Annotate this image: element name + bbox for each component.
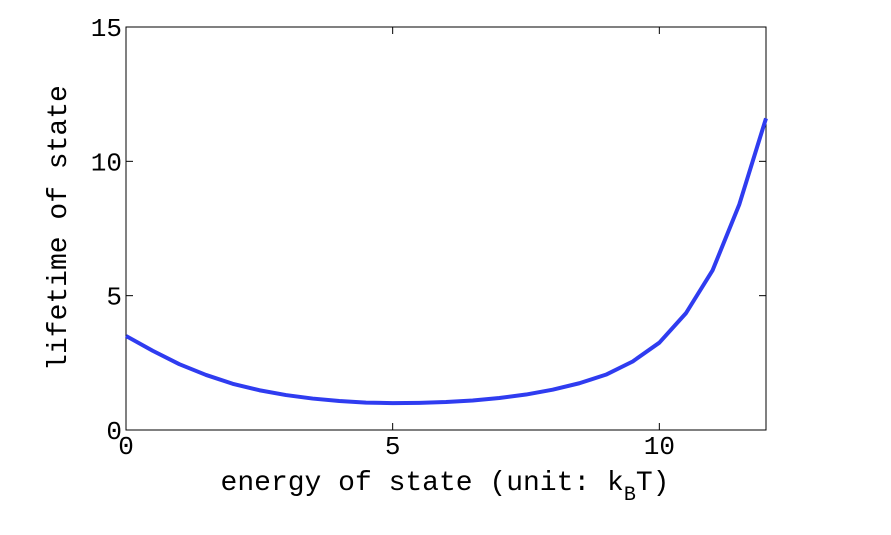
- x-tick-label: 5: [385, 432, 401, 462]
- x-label-part: T): [636, 468, 670, 499]
- x-label-part: energy of state (unit: k: [221, 468, 624, 499]
- y-axis-label: lifetime of state: [44, 85, 75, 371]
- x-tick-label: 0: [118, 432, 134, 462]
- y-tick-label: 0: [106, 417, 122, 447]
- plot-frame: [125, 26, 767, 431]
- x-axis-label: energy of state (unit: kBT): [221, 468, 670, 507]
- data-line: [125, 117, 768, 406]
- x-label-subscript: B: [624, 484, 636, 507]
- y-tick-label: 15: [91, 14, 122, 44]
- y-tick-label: 10: [91, 148, 122, 178]
- x-tick-label: 10: [644, 432, 675, 462]
- y-tick-label: 5: [106, 283, 122, 313]
